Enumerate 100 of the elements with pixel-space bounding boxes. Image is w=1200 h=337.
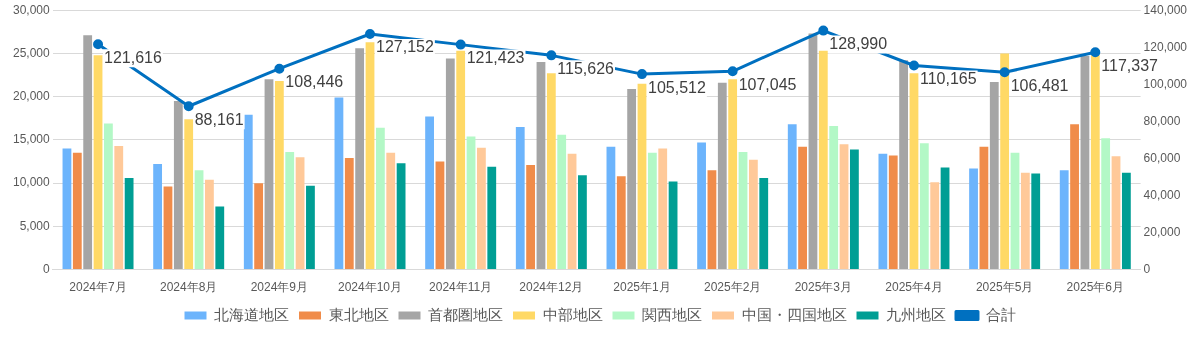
y-tick-label: 30,000 [13,2,51,17]
x-tick-label: 2025年4月 [885,280,943,295]
bar [396,163,406,270]
bar [83,35,93,270]
bar [919,143,929,270]
bar [124,177,134,270]
bar [103,123,113,270]
bar [365,42,375,270]
data-label: 105,512 [647,78,706,96]
x-tick-label: 2024年9月 [250,280,309,295]
bar [647,152,657,270]
x-tick-label: 2025年1月 [613,280,671,295]
bar [616,176,626,270]
bar [1121,172,1131,270]
point [999,67,1010,78]
x-tick-label: 2025年5月 [975,280,1034,295]
point [727,66,738,77]
bar [487,166,497,270]
data-label: 127,152 [376,38,434,56]
bar [62,148,72,270]
data-label: 108,446 [285,73,344,91]
x-tick-label: 2025年3月 [794,280,852,295]
bar [264,79,274,270]
bar [849,149,859,270]
bar [285,152,295,270]
point [93,39,104,50]
bar [798,146,807,270]
bar [456,50,466,270]
y2-tick-label: 20,000 [1143,224,1181,239]
bar [787,124,797,270]
x-tick-label: 2025年6月 [1066,280,1124,295]
legend-label: 中国・四国地区 [741,305,847,323]
bar [808,33,818,270]
data-label: 121,423 [466,49,525,67]
point [274,63,285,74]
y2-tick-label: 120,000 [1143,39,1188,54]
legend-label: 北海道地区 [214,305,289,323]
legend-label: 首都圏地区 [428,305,503,323]
bar [476,147,486,270]
bar [707,170,717,270]
y-tick-label: 10,000 [13,175,51,190]
legend-label: 九州地区 [886,305,946,323]
bar [1020,172,1030,270]
bar [717,82,727,270]
bar [1090,55,1100,270]
legend-label: 東北地区 [328,305,389,323]
point [636,69,647,80]
bar [334,97,344,270]
bar [759,177,769,270]
bar [748,159,758,270]
bar [274,81,284,270]
bar [114,145,124,270]
data-label: 115,626 [557,59,615,77]
bar [435,161,445,270]
point [365,29,376,40]
bar [306,185,315,270]
x-tick-label: 2024年10月 [337,280,403,295]
bar [72,152,82,270]
bar [344,158,354,270]
bar [567,153,577,270]
bar [989,81,999,270]
bar [425,116,434,270]
bar [194,170,204,270]
bar [637,83,647,270]
y-tick-label: 25,000 [13,45,51,60]
point [455,39,466,50]
bar [93,55,103,270]
bar [1031,173,1041,270]
bar [728,79,738,270]
point [546,50,557,61]
bar [1000,53,1010,270]
point [818,25,829,36]
y2-tick-label: 100,000 [1143,76,1188,91]
point [183,101,194,112]
bar [1010,152,1020,270]
data-label: 117,337 [1101,56,1159,74]
point [908,60,919,71]
bar [355,48,365,270]
bar [1059,170,1069,270]
x-tick-label: 2024年11月 [429,280,493,295]
bar [536,62,546,270]
bar [215,206,225,270]
bar [205,179,214,270]
bar [466,136,476,270]
bar [578,175,587,270]
data-label: 88,161 [194,110,244,128]
bar [243,114,253,270]
bar [979,146,989,270]
y2-tick-label: 0 [1143,261,1151,276]
point [1090,47,1101,58]
y2-tick-label: 80,000 [1143,113,1181,128]
bar [386,152,396,270]
legend-label: 中部地区 [542,305,603,323]
bar [878,153,888,270]
bar [658,148,668,270]
bar [969,168,978,270]
bar [818,50,828,270]
bar [1070,124,1079,270]
bar [173,100,183,270]
y-tick-label: 15,000 [13,132,51,147]
